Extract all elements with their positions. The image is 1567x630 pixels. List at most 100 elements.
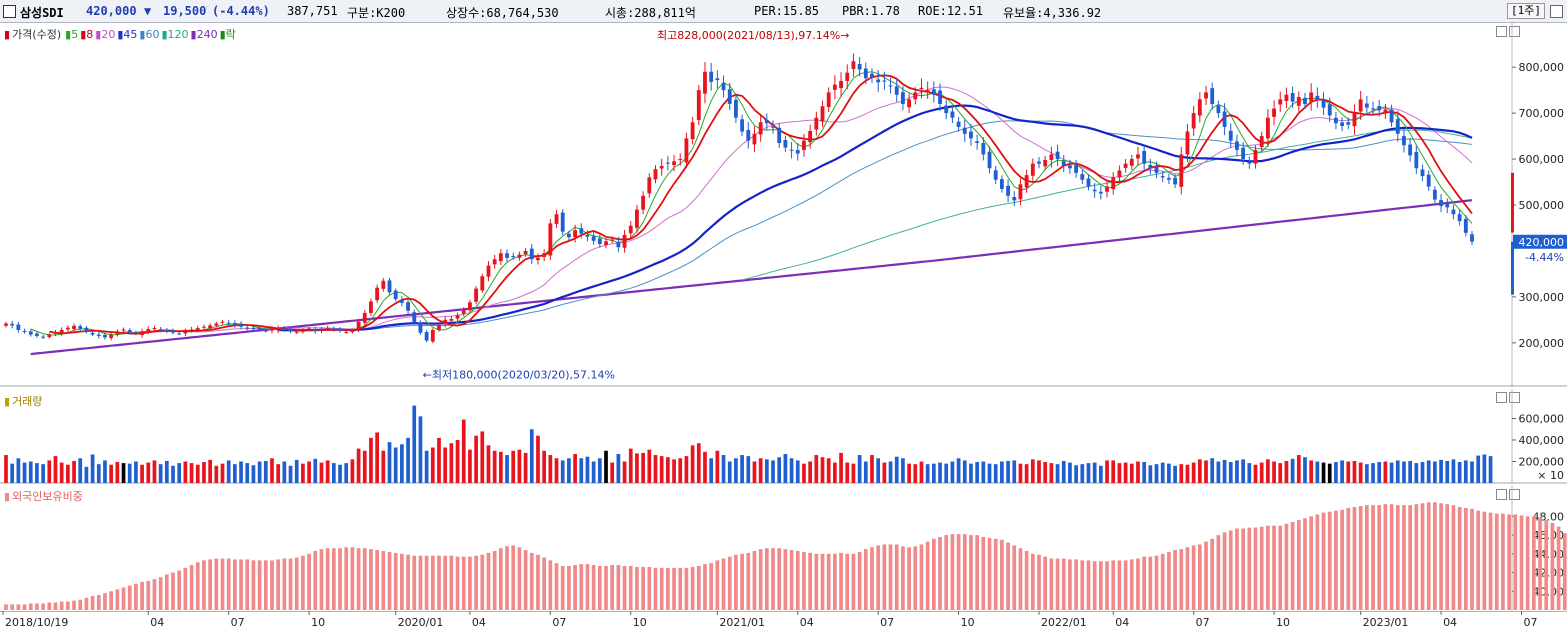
volume-bar bbox=[1092, 462, 1097, 483]
volume-bar bbox=[177, 463, 182, 483]
volume-bar bbox=[833, 462, 837, 483]
volume-bar bbox=[1167, 463, 1171, 483]
foreign-bar bbox=[1272, 525, 1276, 610]
foreign-ownership-panel[interactable]: ▮ 외국인보유비중 48.00 46.00 44.00 42.00 40.00 bbox=[0, 486, 1567, 611]
foreign-bar bbox=[313, 551, 318, 610]
candle bbox=[709, 62, 714, 91]
candle bbox=[913, 87, 918, 105]
foreign-bar bbox=[950, 534, 955, 610]
foreign-bar bbox=[1315, 514, 1320, 610]
candle bbox=[474, 286, 479, 305]
foreign-bar bbox=[418, 555, 423, 610]
volume-bar bbox=[1129, 463, 1134, 483]
foreign-bar bbox=[1037, 554, 1041, 610]
panel-close-icon[interactable] bbox=[1509, 392, 1520, 403]
x-tick-label: 2023/01 bbox=[1363, 616, 1409, 629]
volume-bar bbox=[331, 463, 336, 483]
candle bbox=[59, 327, 64, 336]
foreign-bar bbox=[78, 599, 83, 610]
foreign-bar bbox=[1383, 504, 1388, 610]
candle bbox=[1333, 111, 1338, 130]
foreign-bar bbox=[449, 555, 454, 610]
volume-bar bbox=[888, 461, 893, 483]
candle bbox=[1216, 100, 1221, 118]
foreign-bar bbox=[1513, 514, 1518, 610]
candle bbox=[1241, 141, 1246, 165]
candle bbox=[1061, 154, 1066, 173]
panel-minimize-icon[interactable] bbox=[1496, 392, 1507, 403]
market-cap: 시총:288,811억 bbox=[605, 6, 696, 20]
foreign-bar bbox=[220, 558, 225, 610]
select-checkbox[interactable] bbox=[3, 5, 16, 18]
foreign-bar bbox=[362, 548, 367, 610]
candle bbox=[78, 324, 83, 331]
x-tick-label: 04 bbox=[800, 616, 814, 629]
panel-minimize-icon[interactable] bbox=[1496, 26, 1507, 37]
candle bbox=[715, 70, 720, 89]
foreign-bar bbox=[845, 553, 850, 610]
foreign-bar bbox=[1463, 507, 1468, 610]
volume-bar bbox=[1296, 455, 1301, 483]
price-chart-panel[interactable]: ▮ 가격(수정) ▮5 ▮8 ▮20 ▮45 ▮60 ▮120 ▮240 ▮락 800,000 70… bbox=[0, 23, 1567, 387]
volume-bar bbox=[443, 447, 448, 483]
volume-bar bbox=[690, 445, 695, 483]
volume-bar bbox=[981, 461, 986, 483]
foreign-bar bbox=[529, 552, 534, 610]
foreign-bar bbox=[931, 538, 936, 610]
foreign-bar bbox=[1030, 553, 1035, 610]
foreign-legend: ▮ 외국인보유비중 bbox=[4, 490, 83, 503]
foreign-bar bbox=[962, 534, 967, 610]
volume-bar bbox=[486, 445, 491, 483]
candle bbox=[1098, 185, 1103, 200]
x-tick-label: 07 bbox=[552, 616, 566, 629]
foreign-bar bbox=[833, 553, 837, 610]
foreign-bar bbox=[443, 555, 448, 610]
volume-panel[interactable]: ▮ 거래량 600,000 400,000 200,000 × 10 bbox=[0, 389, 1567, 484]
foreign-bar bbox=[740, 553, 744, 610]
current-price: 420,000 bbox=[86, 4, 137, 18]
candle bbox=[1278, 91, 1283, 113]
foreign-bar bbox=[1426, 502, 1431, 610]
panel-close-icon[interactable] bbox=[1509, 489, 1520, 500]
candle bbox=[171, 328, 175, 335]
volume-bar bbox=[703, 451, 707, 483]
candle bbox=[795, 143, 800, 161]
volume-bar bbox=[183, 461, 188, 483]
volume-bar bbox=[1080, 464, 1085, 483]
foreign-bar bbox=[1253, 527, 1258, 610]
candle bbox=[103, 332, 107, 340]
volume-bar bbox=[1055, 464, 1060, 483]
listed-shares: 상장수:68,764,530 bbox=[446, 6, 559, 20]
candle bbox=[1037, 157, 1041, 169]
candle bbox=[1068, 159, 1072, 174]
candle bbox=[517, 251, 522, 261]
foreign-bar bbox=[96, 595, 101, 610]
foreign-bar bbox=[628, 565, 633, 610]
candle bbox=[771, 120, 775, 134]
foreign-bar bbox=[511, 545, 516, 610]
candle bbox=[777, 122, 782, 148]
candle bbox=[783, 135, 788, 152]
candle bbox=[362, 309, 367, 326]
period-button[interactable]: [1주] bbox=[1507, 3, 1545, 19]
candle bbox=[115, 329, 120, 337]
volume-bar bbox=[752, 461, 757, 483]
per-value: PER:15.85 bbox=[754, 4, 820, 18]
foreign-bar bbox=[913, 546, 918, 610]
foreign-bar bbox=[870, 547, 874, 610]
foreign-bar bbox=[1123, 560, 1128, 610]
candle bbox=[4, 321, 8, 328]
candle bbox=[542, 249, 547, 262]
candle bbox=[28, 329, 33, 337]
volume-bar bbox=[1148, 465, 1153, 483]
panel-minimize-icon[interactable] bbox=[1496, 489, 1507, 500]
candle bbox=[1173, 174, 1178, 189]
foreign-bar bbox=[239, 559, 243, 610]
menu-icon[interactable] bbox=[1550, 5, 1563, 18]
foreign-bar bbox=[1352, 506, 1357, 610]
foreign-bar bbox=[789, 550, 794, 610]
candle bbox=[1377, 99, 1382, 117]
candle bbox=[1142, 144, 1147, 171]
volume-bar bbox=[653, 455, 658, 483]
panel-close-icon[interactable] bbox=[1509, 26, 1520, 37]
